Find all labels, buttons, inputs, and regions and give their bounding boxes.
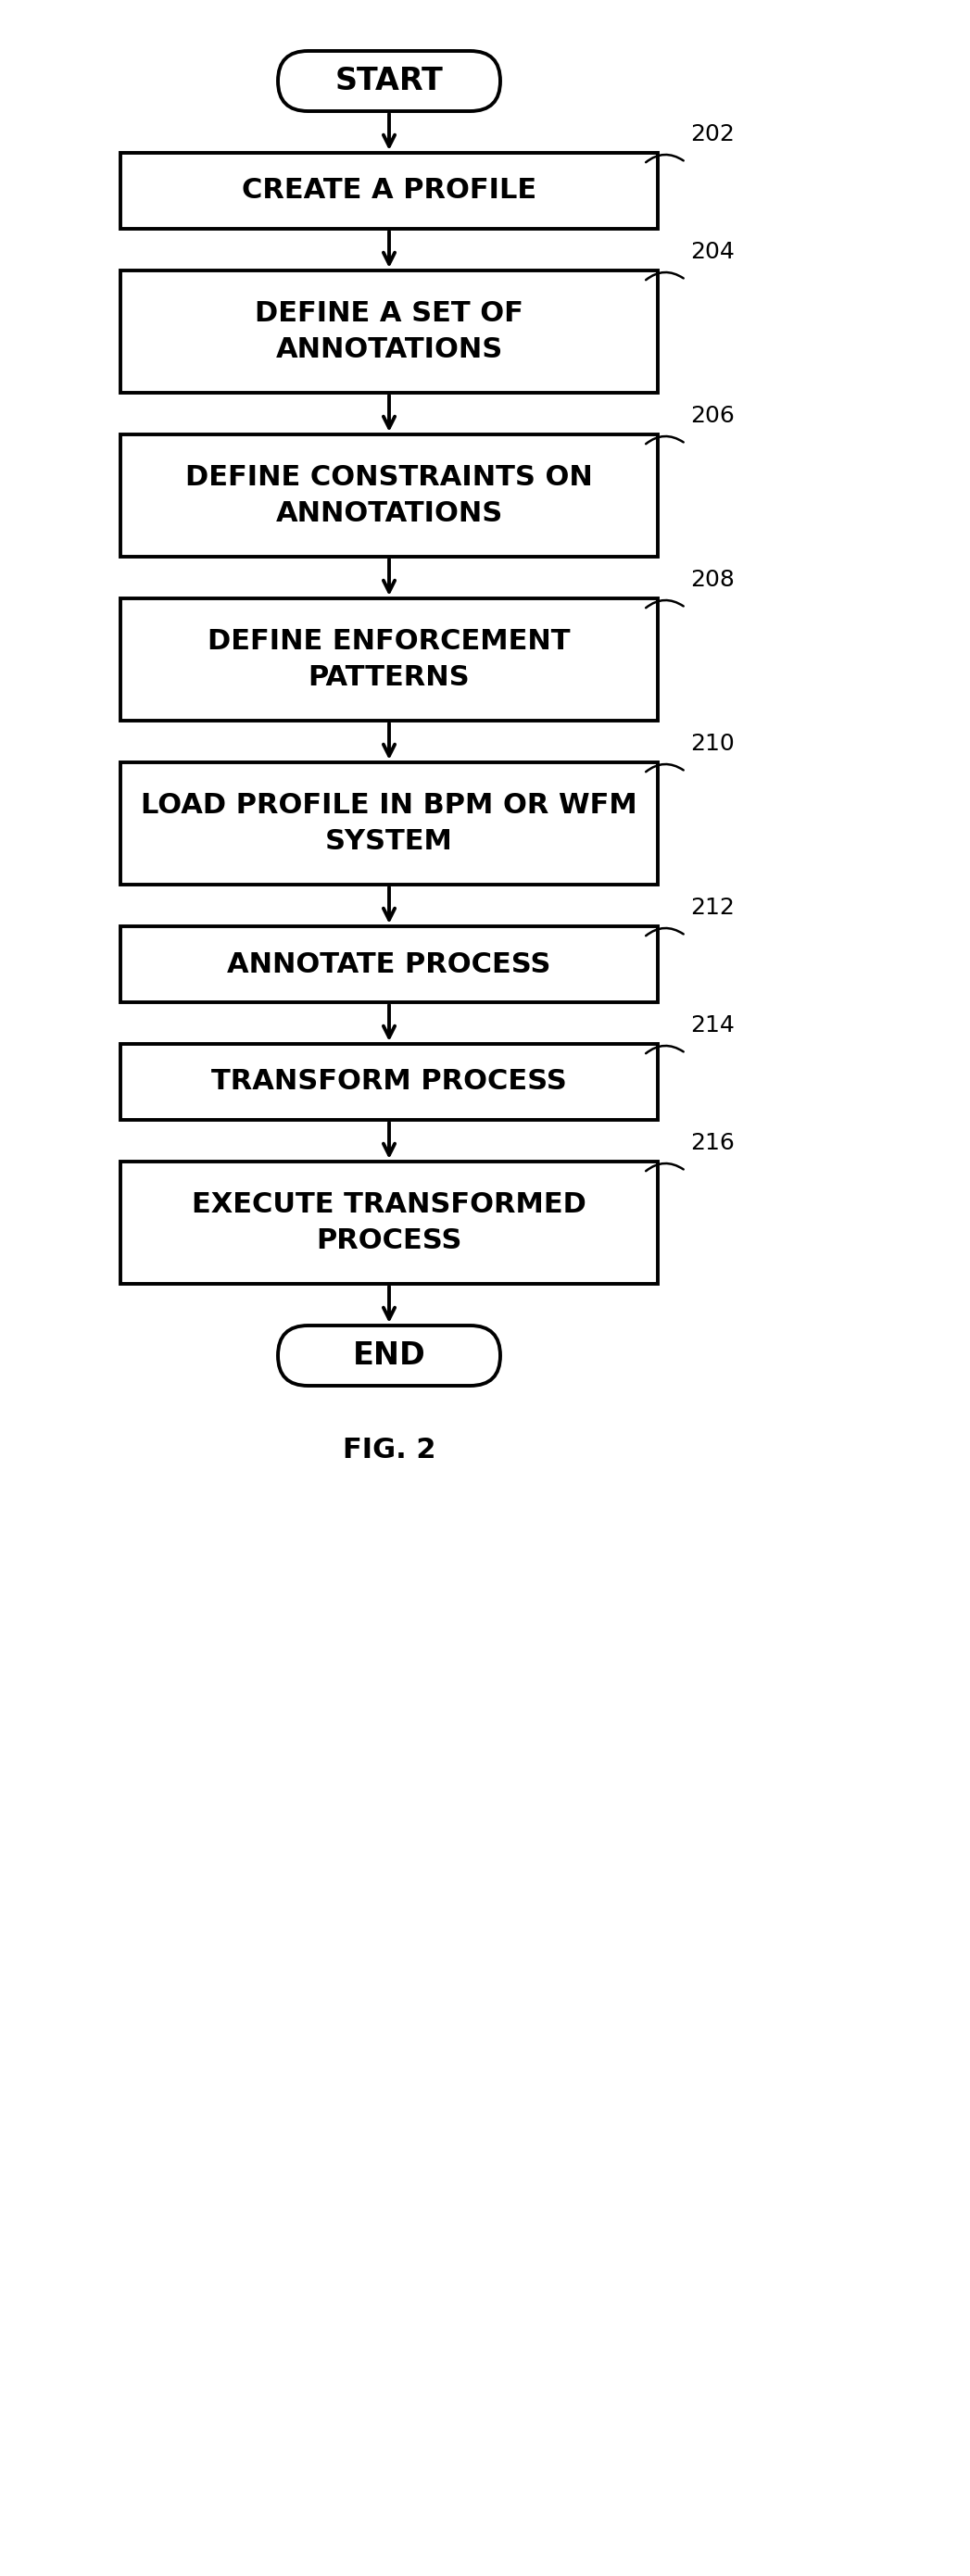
Text: ANNOTATE PROCESS: ANNOTATE PROCESS — [227, 951, 551, 979]
FancyBboxPatch shape — [278, 52, 501, 111]
Text: END: END — [353, 1340, 426, 1370]
Bar — [120, 152, 658, 229]
Text: 204: 204 — [691, 240, 734, 263]
Text: 202: 202 — [691, 124, 734, 144]
Bar — [120, 762, 658, 884]
Text: TRANSFORM PROCESS: TRANSFORM PROCESS — [211, 1069, 566, 1095]
Bar — [120, 1162, 658, 1283]
Text: DEFINE CONSTRAINTS ON
ANNOTATIONS: DEFINE CONSTRAINTS ON ANNOTATIONS — [185, 464, 593, 526]
Text: CREATE A PROFILE: CREATE A PROFILE — [242, 178, 536, 204]
Text: 216: 216 — [691, 1131, 734, 1154]
Text: FIG. 2: FIG. 2 — [342, 1437, 436, 1463]
Text: LOAD PROFILE IN BPM OR WFM
SYSTEM: LOAD PROFILE IN BPM OR WFM SYSTEM — [141, 793, 637, 855]
Bar — [120, 598, 658, 721]
Bar — [120, 1043, 658, 1121]
Text: 210: 210 — [691, 732, 734, 755]
Bar — [120, 270, 658, 392]
Bar — [120, 927, 658, 1002]
Text: START: START — [335, 67, 443, 95]
Text: EXECUTE TRANSFORMED
PROCESS: EXECUTE TRANSFORMED PROCESS — [192, 1193, 587, 1255]
Text: DEFINE A SET OF
ANNOTATIONS: DEFINE A SET OF ANNOTATIONS — [255, 301, 524, 363]
FancyBboxPatch shape — [278, 1327, 501, 1386]
Text: 208: 208 — [691, 569, 734, 590]
Text: DEFINE ENFORCEMENT
PATTERNS: DEFINE ENFORCEMENT PATTERNS — [208, 629, 570, 690]
Text: 206: 206 — [691, 404, 734, 428]
Bar — [120, 435, 658, 556]
Text: 214: 214 — [691, 1015, 734, 1036]
Text: 212: 212 — [691, 896, 734, 920]
